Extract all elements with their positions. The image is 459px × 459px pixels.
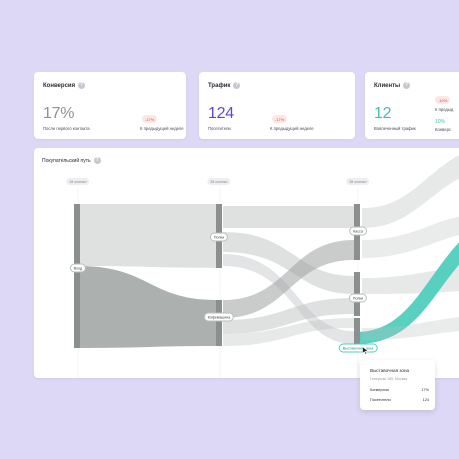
tooltip-row-conversion: Конверсия 17% [370, 388, 429, 392]
flow-exhibit-highlight [356, 242, 459, 344]
card-title-text: Клиенты [374, 82, 401, 89]
node-label-cashier[interactable]: Касса [349, 226, 367, 236]
card-title-text: Трафик [208, 82, 231, 89]
flow-coffee-exhibit [223, 318, 354, 346]
tooltip-row-value: 17% [421, 388, 429, 392]
flow-entry-shelves [79, 204, 216, 268]
flow-exhibit-next [362, 317, 459, 340]
delta-sub-label: К предыд [435, 107, 454, 112]
node-bar-coffee [216, 300, 222, 346]
flow-coffee-cashier [223, 240, 354, 318]
flow-shelves-exhibit [223, 254, 354, 344]
delta-sub-label: К предыдущей неделе [140, 126, 184, 131]
sankey-diagram [74, 155, 459, 378]
tooltip-row-label: Конверсия [370, 388, 389, 392]
step-chip-3: 3й контакт [346, 178, 370, 185]
node-bar-exhibit [354, 318, 360, 346]
tooltip-row-value: 124 [422, 398, 429, 402]
node-label-shelves-2[interactable]: Полки [209, 232, 229, 242]
node-label-coffee[interactable]: Кофемашина [203, 312, 235, 322]
help-icon[interactable]: ? [78, 82, 86, 89]
step-chip-1: 1й контакт [66, 178, 90, 185]
card-sub-label: После первого контакта [43, 126, 90, 131]
flow-cashier-next-2 [362, 216, 459, 258]
panel-title: Покупательский путь ? [42, 157, 101, 164]
node-label-exhibit[interactable]: Выставочная зона [338, 343, 378, 353]
customer-path-panel: Покупательский путь ? 1й контакт 2й конт… [34, 148, 459, 378]
delta-badge: -10% [435, 96, 451, 104]
help-icon[interactable]: ? [233, 82, 241, 89]
step-chip-2: 2й контакт [207, 178, 231, 185]
extra-sub-label: Конверс [435, 127, 452, 132]
tooltip-row-visitors: Посетители 124 [370, 398, 429, 402]
help-icon[interactable]: ? [93, 157, 101, 164]
card-value: 17% [43, 105, 75, 122]
node-label-entry[interactable]: Вход [69, 263, 87, 273]
flow-shelves-shelves [223, 232, 354, 294]
card-sub-label: Посетители [208, 126, 231, 131]
card-value: 124 [208, 105, 234, 122]
metric-card-traffic[interactable]: Трафик ? 124 Посетители -17% К предыдуще… [199, 72, 355, 139]
node-label-shelves-3[interactable]: Полки [348, 293, 368, 303]
card-value: 12 [374, 105, 392, 122]
panel-title-text: Покупательский путь [42, 157, 91, 164]
node-tooltip: Выставочная зона Гиперcом 185, Москва Ко… [360, 360, 435, 410]
card-title: Клиенты ? [374, 82, 411, 89]
card-title: Трафик ? [208, 82, 241, 89]
flow-entry-coffee [79, 266, 216, 348]
metric-card-conversion[interactable]: Конверсия ? 17% После первого контакта -… [34, 72, 186, 139]
extra-value: 10% [435, 119, 446, 125]
flow-shelves-cashier [223, 206, 354, 228]
card-sub-label: Вовлеченный трафик [374, 126, 416, 131]
metric-card-clients[interactable]: Клиенты ? 12 Вовлеченный трафик -10% К п… [365, 72, 459, 139]
tooltip-subtitle: Гиперcом 185, Москва [370, 377, 408, 381]
tooltip-row-label: Посетители [370, 398, 391, 402]
delta-badge: -17% [142, 115, 158, 123]
flow-cashier-next [362, 155, 459, 228]
node-bar-entry [74, 204, 80, 348]
flow-coffee-shelves [223, 298, 354, 334]
delta-badge: -17% [272, 115, 288, 123]
mouse-cursor-icon [362, 346, 369, 355]
card-title: Конверсия ? [43, 82, 86, 89]
tooltip-title: Выставочная зона [370, 368, 410, 373]
delta-sub-label: К предыдущей неделе [270, 126, 314, 131]
card-title-text: Конверсия [43, 82, 76, 89]
help-icon[interactable]: ? [403, 82, 411, 89]
